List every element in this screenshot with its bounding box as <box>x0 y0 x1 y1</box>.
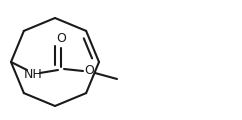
Text: NH: NH <box>24 67 42 81</box>
Text: O: O <box>56 33 66 45</box>
Text: O: O <box>84 64 94 78</box>
